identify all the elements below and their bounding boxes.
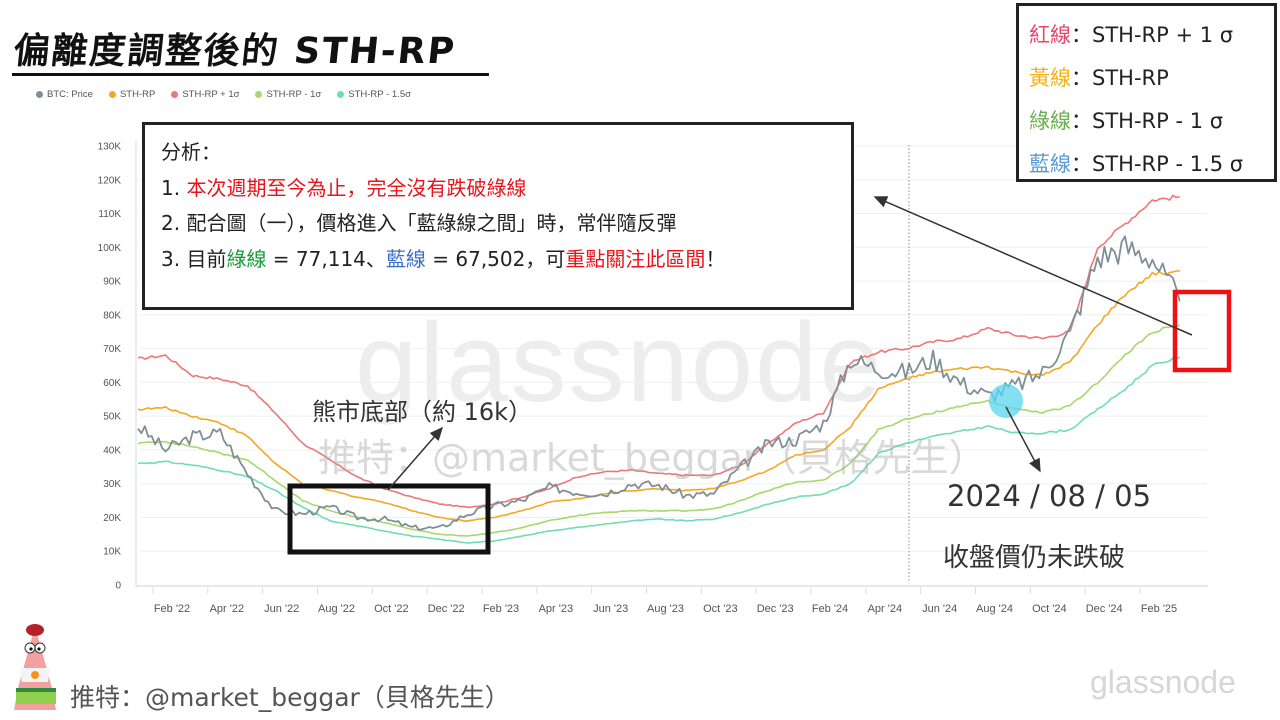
series-line-sth-rp-1-5- <box>137 356 1181 544</box>
y-tick-label: 120K <box>98 175 122 186</box>
date-note-label: 收盤價仍未跌破 <box>943 543 1126 573</box>
analysis-point-3: 3. 目前綠線 = 77,114、藍線 = 67,502，可重點關注此區間！ <box>161 246 726 271</box>
y-tick-label: 30K <box>103 479 121 490</box>
x-tick-label: Aug '23 <box>647 603 684 615</box>
y-tick-label: 20K <box>103 513 121 524</box>
legend-item[interactable]: BTC: Price <box>36 89 93 100</box>
y-tick-label: 130K <box>98 142 122 153</box>
current-zone-box <box>1172 289 1232 373</box>
legend-dot-icon <box>36 91 43 98</box>
legend-item[interactable]: STH-RP <box>108 89 155 100</box>
x-tick-label: Oct '22 <box>374 603 409 615</box>
x-tick-label: Dec '24 <box>1086 603 1123 615</box>
key-row: 紅線：STH-RP + 1 σ <box>1029 23 1234 47</box>
x-tick-label: Jun '22 <box>264 603 299 615</box>
current-zone-arrow <box>873 196 1193 336</box>
chart-legend: BTC: Price STH-RP STH-RP + 1σ STH-RP - 1σ ST… <box>36 89 411 100</box>
legend-dot-icon <box>171 91 179 98</box>
aug-2024-arrow <box>1005 406 1041 473</box>
y-tick-label: 50K <box>103 412 121 423</box>
x-tick-label: Feb '23 <box>483 603 519 615</box>
x-tick-label: Aug '22 <box>318 603 355 615</box>
legend-dot-icon <box>255 91 263 98</box>
mascot-avatar <box>14 624 56 710</box>
legend-dot-icon <box>108 91 116 98</box>
x-tick-label: Dec '22 <box>428 603 465 615</box>
key-row: 綠線：STH-RP - 1 σ <box>1029 109 1224 133</box>
y-tick-label: 40K <box>103 445 121 456</box>
x-tick-label: Apr '22 <box>210 603 245 615</box>
x-tick-label: Feb '24 <box>812 603 848 615</box>
analysis-box: 分析： 1. 本次週期至今為止，完全沒有跌破綠線 2. 配合圖（一），價格進入「… <box>142 122 854 310</box>
x-tick-label: Oct '23 <box>703 603 738 615</box>
date-label: 2024 / 08 / 05 <box>947 479 1152 513</box>
x-tick-label: Feb '25 <box>1141 603 1177 615</box>
x-tick-label: Apr '23 <box>539 603 574 615</box>
analysis-point-2: 2. 配合圖（一），價格進入「藍綠線之間」時，常伴隨反彈 <box>161 211 677 235</box>
footer-twitter-handle: 推特：@market_beggar（貝格先生） <box>70 683 510 712</box>
bear-bottom-label: 熊市底部（約 16k） <box>312 398 533 426</box>
legend-item[interactable]: STH-RP - 1σ <box>255 89 321 100</box>
line-color-key: 紅線：STH-RP + 1 σ 黃線：STH-RP 綠線：STH-RP - 1 σ 藍… <box>1016 3 1277 182</box>
glassnode-logo: glassnode <box>1090 664 1236 700</box>
x-tick-label: Oct '24 <box>1032 603 1067 615</box>
analysis-point-1: 1. 本次週期至今為止，完全沒有跌破綠線 <box>161 175 527 200</box>
legend-item[interactable]: STH-RP - 1.5σ <box>337 89 411 100</box>
y-tick-label: 70K <box>103 344 121 355</box>
series-line-sth-rp-1- <box>137 194 1180 509</box>
y-tick-label: 10K <box>103 547 121 558</box>
aug-2024-highlight <box>989 384 1023 418</box>
y-tick-label: 90K <box>103 277 121 288</box>
title-underline <box>12 73 489 76</box>
bear-bottom-arrow <box>387 426 443 491</box>
bear-bottom-box <box>287 483 491 555</box>
y-tick-label: 100K <box>98 243 122 254</box>
analysis-heading: 分析： <box>161 140 221 164</box>
key-row: 黃線：STH-RP <box>1029 66 1169 90</box>
y-tick-label: 80K <box>103 310 121 321</box>
x-tick-label: Feb '22 <box>154 603 190 615</box>
x-tick-label: Apr '24 <box>868 603 903 615</box>
x-tick-label: Aug '24 <box>976 603 1013 615</box>
x-tick-label: Jun '24 <box>922 603 957 615</box>
y-tick-label: 0 <box>115 581 121 592</box>
y-tick-label: 110K <box>98 209 121 220</box>
key-row: 藍線：STH-RP - 1.5 σ <box>1029 152 1244 176</box>
x-tick-label: Jun '23 <box>593 603 628 615</box>
x-tick-label: Dec '23 <box>757 603 794 615</box>
y-tick-label: 60K <box>103 378 121 389</box>
legend-dot-icon <box>337 91 345 98</box>
legend-item[interactable]: STH-RP + 1σ <box>171 89 239 100</box>
